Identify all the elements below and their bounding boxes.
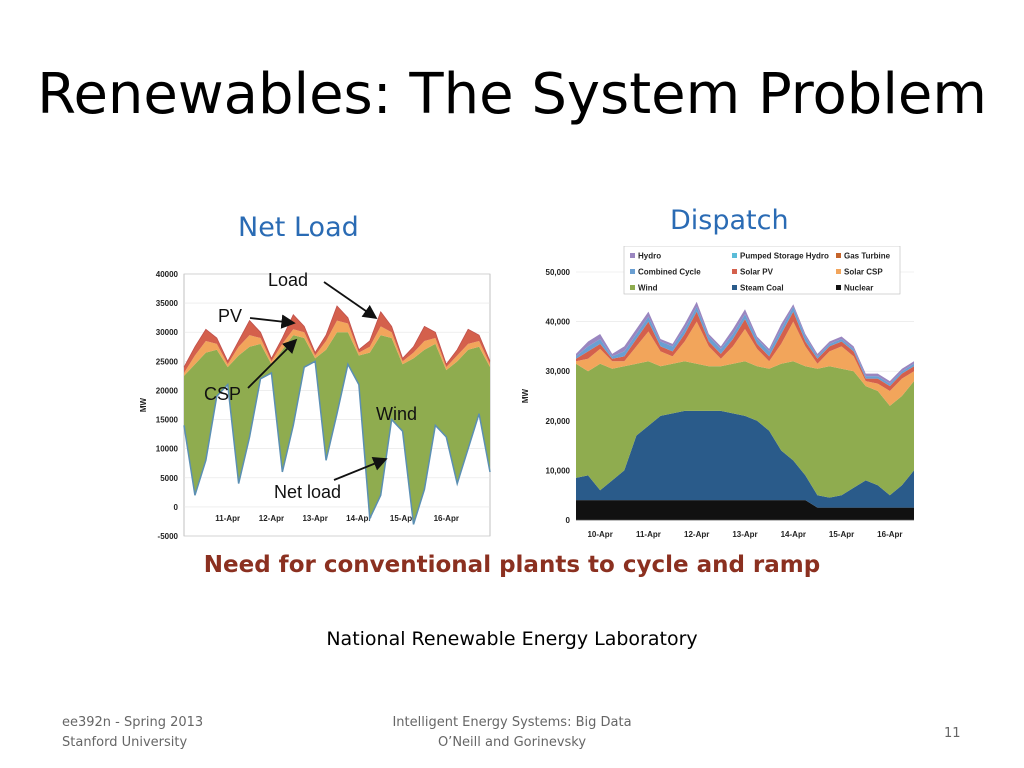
y-tick-label: 15000 — [156, 416, 179, 425]
x-tick-label: 16-Apr — [877, 530, 902, 539]
legend-item: Combined Cycle — [638, 268, 701, 277]
y-tick-label: 30,000 — [546, 367, 571, 376]
y-tick-label: 5000 — [160, 474, 178, 483]
csp-arrow — [247, 338, 298, 389]
pv-arrow — [249, 314, 296, 329]
load-arrow — [323, 281, 378, 320]
csp-annotation: CSP — [204, 384, 241, 404]
legend-item: Wind — [638, 284, 658, 293]
load-annotation: Load — [268, 270, 308, 290]
y-tick-label: 25000 — [156, 357, 179, 366]
load-line — [183, 305, 491, 368]
legend: Hydro Pumped Storage Hydro Gas Turbine Comb… — [623, 246, 901, 295]
dispatch-chart: 0 10,000 20,000 30,000 40,000 50,000 10-Apr 11-… — [521, 246, 914, 539]
footer-university-line: Stanford University — [62, 735, 188, 750]
source-credit: National Renewable Energy Laboratory — [326, 628, 698, 650]
wind-area — [184, 332, 490, 525]
y-tick-label: 40000 — [156, 270, 179, 279]
footer-course-title: Intelligent Energy Systems: Big Data — [392, 715, 632, 730]
x-tick-label: 13-Apr — [302, 514, 327, 523]
y-tick-label: 50,000 — [546, 268, 571, 277]
y-tick-label: 40,000 — [546, 318, 571, 327]
page-number: 11 — [944, 726, 961, 741]
net-load-arrow — [333, 457, 388, 481]
legend-item: Solar CSP — [844, 268, 883, 277]
footer-course: ee392n - Spring 2013 Stanford University — [62, 713, 203, 753]
y-tick-label: 0 — [174, 503, 179, 512]
footer-authors: O’Neill and Gorinevsky — [437, 735, 587, 750]
y-tick-label: 30000 — [156, 328, 179, 337]
x-tick-label: 10-Apr — [587, 530, 612, 539]
y-tick-label: 10000 — [156, 445, 179, 454]
pv-area — [184, 306, 490, 373]
pv-annotation: PV — [218, 306, 242, 326]
wind-area — [576, 361, 914, 498]
legend-box — [623, 246, 901, 295]
x-tick-label: 14-Apr — [781, 530, 806, 539]
x-tick-label: 14-Apr — [346, 514, 371, 523]
y-tick-label: 10,000 — [546, 466, 571, 475]
legend-item: Pumped Storage Hydro — [740, 252, 829, 261]
x-tick-label: 12-Apr — [684, 530, 709, 539]
nuclear-area — [576, 500, 914, 520]
legend-item: Hydro — [638, 252, 661, 261]
legend-swatch — [836, 253, 841, 258]
y-tick-label: 35000 — [156, 299, 179, 308]
combined-cycle-area — [576, 306, 914, 387]
x-tick-label: 16-Apr — [434, 514, 459, 523]
slide-title: Renewables: The System Problem — [37, 62, 987, 127]
legend-item: Gas Turbine — [844, 252, 891, 261]
legend-item: Steam Coal — [740, 284, 784, 293]
legend-swatch — [630, 269, 635, 274]
csp-area — [184, 320, 490, 376]
net-load-annotation: Net load — [274, 482, 341, 502]
net-load-line — [183, 360, 491, 525]
y-axis-label: MW — [521, 388, 530, 403]
x-tick-label: 15-Apr — [390, 514, 415, 523]
legend-swatch — [732, 285, 737, 290]
legend-swatch — [630, 253, 635, 258]
legend-item: Nuclear — [844, 284, 873, 293]
legend-swatch — [732, 253, 737, 258]
legend-swatch — [836, 269, 841, 274]
steam-coal-area — [576, 410, 914, 508]
y-tick-label: -5000 — [158, 532, 179, 541]
footer-course-line: ee392n - Spring 2013 — [62, 715, 204, 730]
net-load-chart: -5000 0 5000 10000 15000 20000 25000 30000 35000… — [139, 270, 491, 541]
legend-swatch — [630, 285, 635, 290]
x-tick-label: 11-Apr — [215, 514, 240, 523]
x-tick-label: 11-Apr — [636, 530, 661, 539]
solar-csp-area — [576, 321, 914, 406]
y-tick-label: 0 — [566, 516, 571, 525]
y-tick-label: 20,000 — [546, 417, 571, 426]
solar-pv-area — [576, 311, 914, 392]
net-load-chart-title: Net Load — [238, 212, 359, 243]
legend-item: Solar PV — [740, 268, 774, 277]
legend-swatch — [836, 285, 841, 290]
hydro-area — [576, 301, 914, 384]
y-axis-label: MW — [139, 397, 148, 412]
x-tick-label: 13-Apr — [732, 530, 757, 539]
wind-annotation: Wind — [376, 404, 417, 424]
footer-center: Intelligent Energy Systems: Big Data O’N… — [362, 713, 662, 753]
slide-caption: Need for conventional plants to cycle an… — [203, 552, 821, 578]
y-tick-label: 20000 — [156, 386, 179, 395]
legend-swatch — [732, 269, 737, 274]
dispatch-chart-title: Dispatch — [670, 205, 789, 236]
x-tick-label: 12-Apr — [259, 514, 284, 523]
x-tick-label: 15-Apr — [829, 530, 854, 539]
